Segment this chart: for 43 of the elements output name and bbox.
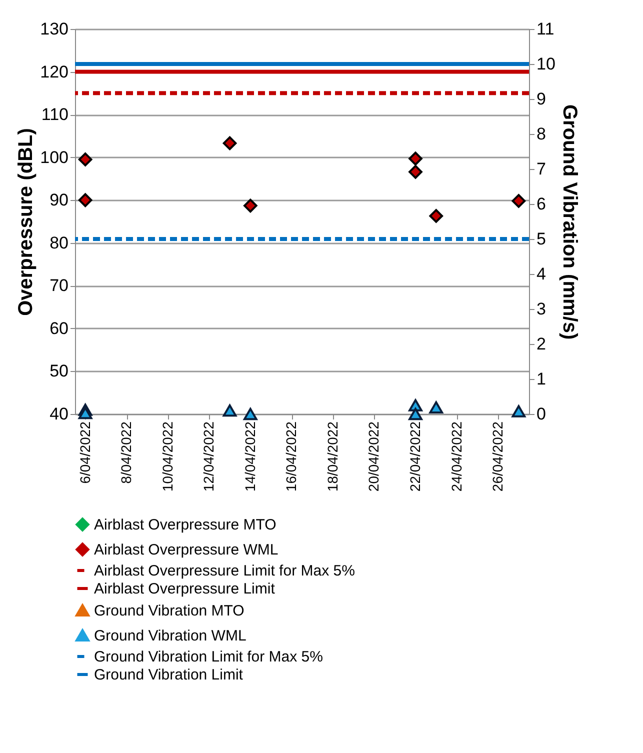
y-tick-label: 80 <box>50 233 68 252</box>
y-tick-label: 130 <box>40 20 68 38</box>
legend-label: Ground Vibration Limit for Max 5% <box>94 648 323 666</box>
y2-tick-label: 5 <box>536 230 546 248</box>
y2-tick-label: 7 <box>536 160 546 178</box>
legend-label: Ground Vibration WML <box>94 628 246 644</box>
x-tick-label: 6/04/2022 <box>76 421 93 484</box>
y-tick-label: 120 <box>40 62 68 82</box>
x-tick-label: 20/04/2022 <box>366 421 382 492</box>
legend-label: Airblast Overpressure Limit <box>94 580 276 598</box>
y-tick-label: 70 <box>50 276 68 296</box>
legend-label: Airblast Overpressure Limit for Max 5% <box>94 562 355 580</box>
legend-label: Airblast Overpressure MTO <box>94 516 276 534</box>
y-tick-label: 60 <box>50 318 68 338</box>
y2-tick-label: 9 <box>536 90 546 108</box>
x-tick-label: 18/04/2022 <box>324 421 340 492</box>
legend-label: Ground Vibration Limit <box>94 666 244 684</box>
y-tick-label: 40 <box>50 404 68 424</box>
y-axis-title: Overpressure (dBL) <box>15 128 38 316</box>
y2-tick-label: 1 <box>536 370 546 388</box>
x-tick-label: 22/04/2022 <box>407 421 423 492</box>
y2-tick-label: 0 <box>536 404 546 424</box>
y2-tick-label: 11 <box>536 20 554 38</box>
x-tick-label: 12/04/2022 <box>200 421 217 492</box>
x-tick-label: 10/04/2022 <box>159 421 176 492</box>
x-tick-label: 24/04/2022 <box>448 421 464 492</box>
y2-tick-label: 10 <box>536 54 556 74</box>
legend-label: Airblast Overpressure WML <box>94 542 278 558</box>
x-tick-label: 26/04/2022 <box>490 421 506 492</box>
x-tick-label: 8/04/2022 <box>118 421 134 484</box>
y2-tick-label: 2 <box>536 334 546 354</box>
y2-tick-label: 4 <box>536 264 546 284</box>
y-tick-label: 100 <box>40 148 68 167</box>
x-tick-label: 14/04/2022 <box>242 421 258 492</box>
y-tick-label: 50 <box>50 362 68 381</box>
y-tick-label: 110 <box>41 105 68 124</box>
y2-axis-title: Ground Vibration (mm/s) <box>558 104 580 340</box>
y-tick-label: 90 <box>50 190 68 210</box>
y2-tick-label: 8 <box>536 124 546 144</box>
y2-tick-label: 3 <box>536 300 546 318</box>
x-tick-label: 16/04/2022 <box>283 421 300 492</box>
y2-tick-label: 6 <box>536 194 546 214</box>
legend-label: Ground Vibration MTO <box>94 602 244 620</box>
